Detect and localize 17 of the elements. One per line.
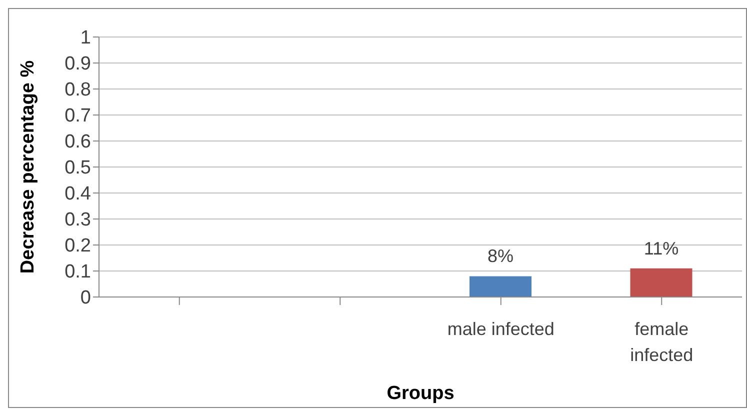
y-tick-label: 0.9 (64, 54, 91, 75)
x-tick-label: male infected (447, 319, 554, 339)
y-tick-label: 0.8 (64, 80, 91, 101)
y-tick-label: 0.7 (64, 106, 91, 127)
x-tick-label: female infected (630, 319, 694, 365)
y-tick-label: 0.1 (64, 262, 91, 283)
y-tick-label: 0.2 (64, 236, 91, 257)
y-tick-label: 0.5 (64, 158, 91, 179)
y-tick-label: 0 (80, 288, 91, 309)
y-tick-label: 0.4 (64, 184, 92, 205)
y-tick-label: 0.6 (64, 132, 91, 153)
y-axis-title: Decrease percentage % (18, 60, 39, 274)
data-label: 11% (644, 238, 679, 258)
y-tick-label: 1 (80, 28, 91, 49)
x-axis-title: Groups (386, 383, 454, 404)
y-tick-label: 0.3 (64, 210, 91, 231)
data-label: 8% (487, 246, 514, 266)
